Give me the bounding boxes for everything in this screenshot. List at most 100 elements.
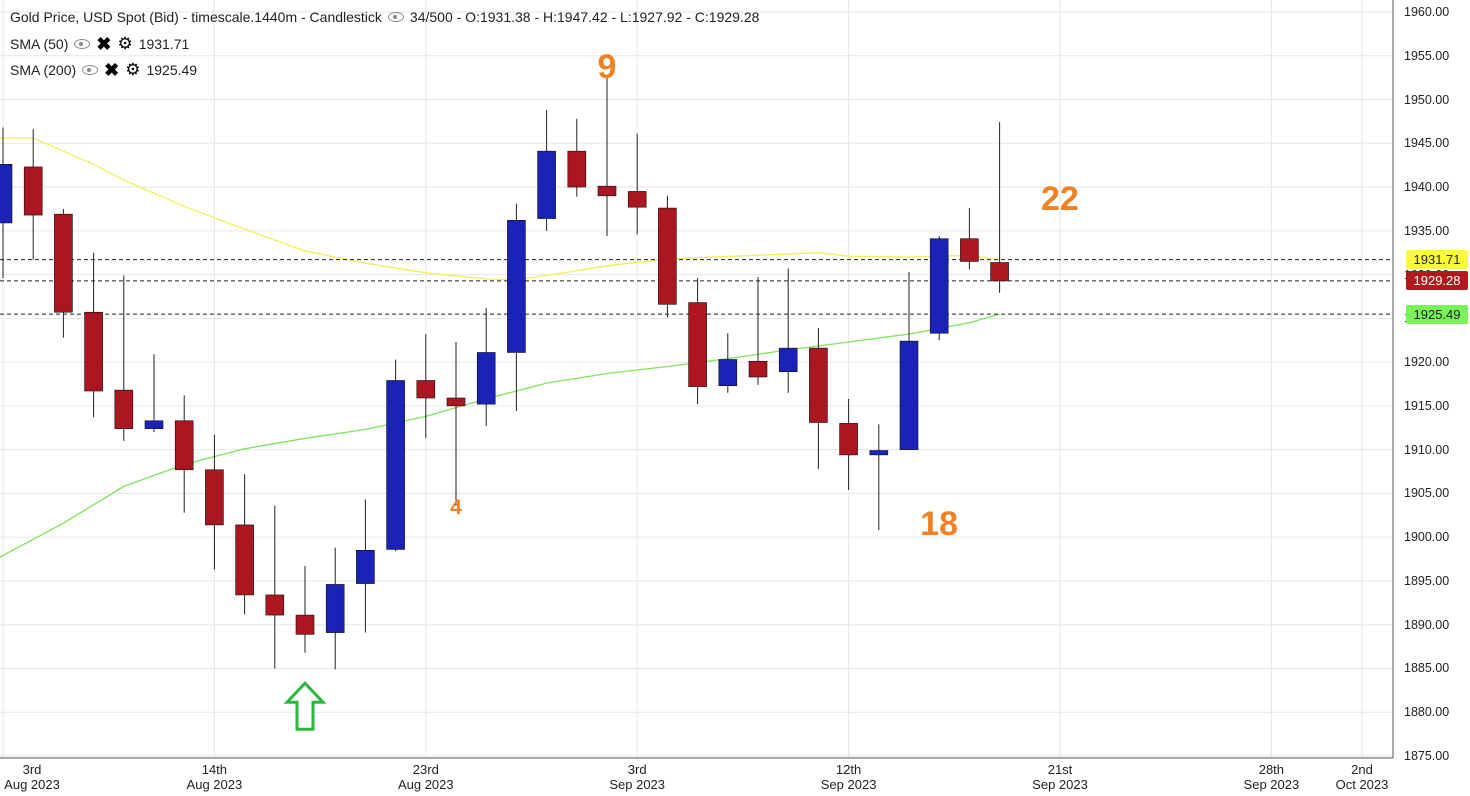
- candle: [114, 275, 134, 441]
- x-tick-label: 21st Sep 2023: [1032, 762, 1088, 792]
- candle: [205, 434, 224, 570]
- candle-body: [23, 166, 43, 216]
- candle-body: [567, 150, 587, 188]
- candle-body: [899, 340, 919, 450]
- candle: [356, 499, 375, 633]
- y-tick-label: 1950.00: [1404, 92, 1450, 107]
- candle-body: [144, 420, 164, 429]
- candle: [446, 341, 466, 506]
- candle-body: [235, 524, 254, 596]
- current-price-label: 1931.71: [1406, 250, 1468, 270]
- candle-body: [778, 347, 798, 373]
- y-tick-label: 1910.00: [1404, 442, 1450, 457]
- candle-body: [627, 191, 647, 208]
- y-tick-label: 1895.00: [1404, 573, 1450, 588]
- candle: [809, 327, 828, 469]
- indicator-sma-200: SMA (200) ✖ ⚙ 1925.49: [10, 60, 197, 80]
- candle-body: [869, 450, 889, 456]
- x-tick-label: 3rd Sep 2023: [609, 762, 666, 792]
- indicator-label: SMA (50): [10, 36, 69, 52]
- y-tick-label: 1940.00: [1404, 180, 1450, 195]
- candle-body: [929, 238, 949, 334]
- arrow-marker: [283, 681, 327, 731]
- candles: [0, 75, 1009, 670]
- x-tick-label: 12th Sep 2023: [820, 762, 877, 792]
- candle-body: [446, 397, 466, 407]
- candle-body: [809, 347, 828, 423]
- close-icon[interactable]: ✖: [96, 34, 112, 54]
- candle-body: [718, 359, 738, 387]
- x-tick-label: 23rd Aug 2023: [397, 762, 454, 792]
- gear-icon[interactable]: ⚙: [117, 34, 133, 53]
- y-tick-label: 1945.00: [1404, 136, 1450, 151]
- eye-icon[interactable]: [387, 12, 404, 22]
- close-icon[interactable]: ✖: [104, 60, 120, 80]
- annotation-label: 9: [597, 48, 617, 87]
- candle: [235, 474, 254, 615]
- candle: [990, 122, 1009, 293]
- candle-body: [839, 423, 858, 456]
- candle: [597, 75, 617, 237]
- candle-body: [507, 220, 526, 353]
- chart-title: Gold Price, USD Spot (Bid) - timescale.1…: [10, 9, 382, 25]
- candle: [0, 127, 13, 279]
- candle-body: [990, 262, 1009, 282]
- candle: [144, 354, 164, 433]
- eye-icon[interactable]: [82, 65, 99, 75]
- candle: [23, 129, 43, 260]
- annotation-label: 4: [450, 495, 462, 519]
- candle: [507, 203, 526, 412]
- candle-body: [537, 150, 556, 219]
- candle: [960, 208, 979, 270]
- candle: [84, 252, 103, 418]
- candle-body: [295, 614, 315, 635]
- candle-body: [748, 360, 768, 378]
- candle: [265, 505, 285, 669]
- candle: [688, 278, 707, 405]
- candle: [537, 110, 556, 231]
- candle-body: [54, 213, 73, 313]
- candle-body: [597, 185, 617, 197]
- candle: [839, 398, 858, 490]
- current-price-label: 1925.49: [1406, 304, 1468, 324]
- y-tick-label: 1920.00: [1404, 355, 1450, 370]
- indicator-sma-50: SMA (50) ✖ ⚙ 1931.71: [10, 34, 190, 54]
- y-tick-label: 1915.00: [1404, 398, 1450, 413]
- candle-body: [0, 164, 13, 224]
- candle-body: [265, 594, 285, 616]
- candle: [658, 195, 677, 318]
- y-tick-label: 1880.00: [1404, 705, 1450, 720]
- y-tick-label: 1900.00: [1404, 530, 1450, 545]
- candle: [295, 566, 315, 653]
- candle-body: [84, 311, 103, 392]
- candle: [325, 547, 345, 670]
- x-tick-label: 28th Sep 2023: [1243, 762, 1300, 792]
- candle: [627, 133, 647, 235]
- annotation-label: 22: [1040, 179, 1079, 218]
- candle-body: [325, 584, 345, 633]
- up-arrow-icon: [283, 681, 327, 731]
- indicator-value: 1931.71: [138, 36, 190, 52]
- x-tick-label: 2nd Oct 2023: [1335, 762, 1389, 792]
- y-tick-label: 1960.00: [1404, 5, 1450, 19]
- indicator-label: SMA (200): [10, 62, 77, 78]
- candle: [567, 118, 587, 197]
- candle-body: [688, 302, 707, 387]
- candle-body: [416, 380, 436, 399]
- candle: [174, 395, 194, 513]
- gear-icon[interactable]: ⚙: [125, 60, 141, 79]
- x-tick-label: 14th Aug 2023: [186, 762, 243, 792]
- candle: [386, 359, 405, 552]
- sma-line: [0, 137, 1000, 281]
- candle-body: [476, 352, 496, 405]
- eye-icon[interactable]: [74, 39, 91, 49]
- candle: [748, 277, 768, 385]
- candle: [778, 268, 798, 393]
- y-tick-label: 1905.00: [1404, 486, 1450, 501]
- x-tick-label: 3rd Aug 2023: [4, 762, 60, 792]
- chart-header: Gold Price, USD Spot (Bid) - timescale.1…: [10, 9, 759, 25]
- candle: [869, 424, 889, 531]
- y-tick-label: 1955.00: [1404, 48, 1450, 63]
- candle: [929, 236, 949, 341]
